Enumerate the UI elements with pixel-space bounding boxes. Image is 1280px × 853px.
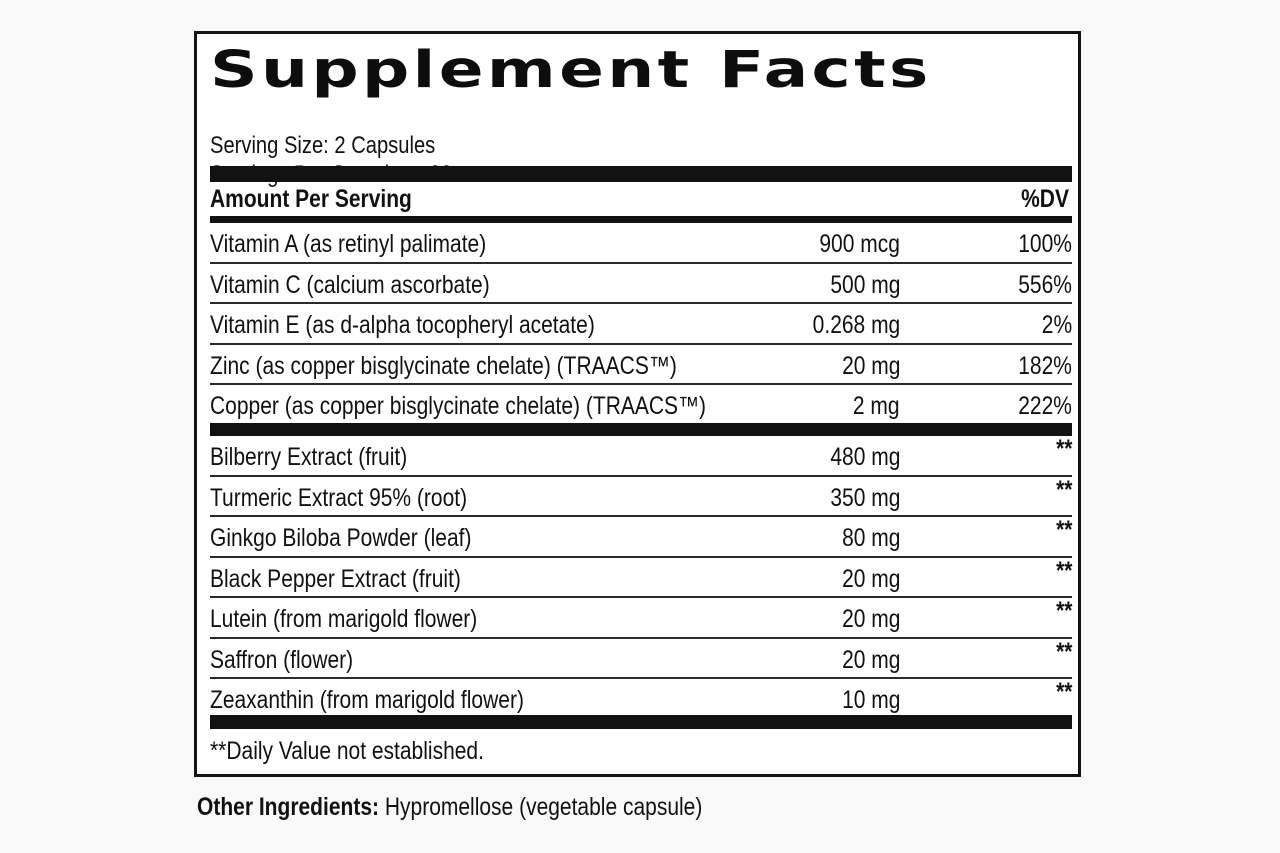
medium-divider	[210, 216, 1072, 223]
table-row: Vitamin C (calcium ascorbate) 500 mg 556…	[210, 264, 1072, 304]
thick-divider-bottom	[210, 715, 1072, 729]
table-row: Zeaxanthin (from marigold flower) 10 mg …	[210, 679, 1072, 718]
table-row: Turmeric Extract 95% (root) 350 mg **	[210, 475, 1072, 517]
ingredient-dv: **	[1055, 516, 1072, 544]
other-ingredients-value: Hypromellose (vegetable capsule)	[384, 793, 703, 821]
extract-rows: Bilberry Extract (fruit) 480 mg ** Turme…	[210, 436, 1072, 718]
ingredient-amount: 80 mg	[841, 524, 900, 552]
table-row: Zinc (as copper bisglycinate chelate) (T…	[210, 345, 1072, 385]
nutrient-dv: 182%	[1018, 351, 1072, 380]
ingredient-dv: **	[1055, 556, 1072, 585]
ingredient-name: Ginkgo Biloba Powder (leaf)	[210, 524, 472, 552]
header-amount-per-serving: Amount Per Serving	[210, 185, 412, 213]
nutrient-amount: 900 mcg	[819, 230, 900, 258]
nutrient-dv: 2%	[1041, 311, 1072, 339]
nutrient-amount: 20 mg	[841, 351, 900, 380]
serving-size: Serving Size: 2 Capsules	[210, 132, 436, 159]
ingredient-dv: **	[1055, 678, 1072, 706]
ingredient-name: Saffron (flower)	[210, 645, 354, 674]
table-row: Bilberry Extract (fruit) 480 mg **	[210, 436, 1072, 477]
table-row: Vitamin E (as d-alpha tocopheryl acetate…	[210, 304, 1072, 345]
nutrient-amount: 0.268 mg	[812, 311, 900, 339]
nutrient-name: Vitamin A (as retinyl palimate)	[210, 230, 487, 258]
nutrient-name: Vitamin E (as d-alpha tocopheryl acetate…	[210, 311, 595, 339]
ingredient-amount: 10 mg	[841, 686, 900, 714]
nutrient-dv: 222%	[1018, 392, 1072, 420]
ingredient-amount: 20 mg	[841, 645, 900, 674]
table-row: Black Pepper Extract (fruit) 20 mg **	[210, 556, 1072, 598]
nutrient-amount: 500 mg	[829, 270, 900, 299]
table-row: Lutein (from marigold flower) 20 mg **	[210, 598, 1072, 639]
nutrient-name: Vitamin C (calcium ascorbate)	[210, 270, 490, 299]
ingredient-dv: **	[1055, 475, 1072, 504]
ingredient-name: Black Pepper Extract (fruit)	[210, 564, 461, 593]
ingredient-amount: 350 mg	[829, 483, 900, 512]
ingredient-name: Bilberry Extract (fruit)	[210, 443, 408, 471]
ingredient-amount: 20 mg	[841, 564, 900, 593]
nutrient-dv: 556%	[1018, 270, 1072, 299]
table-row: Saffron (flower) 20 mg **	[210, 637, 1072, 679]
supplement-facts-panel: Supplement Facts Serving Size: 2 Capsule…	[194, 31, 1081, 777]
nutrient-name: Copper (as copper bisglycinate chelate) …	[210, 392, 707, 420]
ingredient-amount: 480 mg	[829, 443, 900, 471]
nutrient-name: Zinc (as copper bisglycinate chelate) (T…	[210, 351, 677, 380]
ingredient-name: Lutein (from marigold flower)	[210, 605, 478, 633]
thick-divider-middle	[210, 423, 1072, 436]
ingredient-dv: **	[1055, 637, 1072, 666]
ingredient-dv: **	[1055, 597, 1072, 625]
thick-divider-top	[210, 166, 1072, 182]
label-title: Supplement Facts	[210, 39, 932, 100]
table-row: Ginkgo Biloba Powder (leaf) 80 mg **	[210, 517, 1072, 558]
header-daily-value: %DV	[1021, 185, 1069, 213]
table-row: Vitamin A (as retinyl palimate) 900 mcg …	[210, 223, 1072, 264]
ingredient-dv: **	[1055, 435, 1072, 463]
daily-value-footnote: **Daily Value not established.	[210, 737, 484, 765]
ingredient-amount: 20 mg	[841, 605, 900, 633]
nutrient-amount: 2 mg	[853, 392, 900, 420]
nutrient-dv: 100%	[1018, 230, 1072, 258]
ingredient-name: Zeaxanthin (from marigold flower)	[210, 686, 524, 714]
table-row: Copper (as copper bisglycinate chelate) …	[210, 385, 1072, 424]
other-ingredients-label: Other Ingredients:	[197, 793, 380, 821]
vitamin-rows: Vitamin A (as retinyl palimate) 900 mcg …	[210, 223, 1072, 424]
ingredient-name: Turmeric Extract 95% (root)	[210, 483, 468, 512]
other-ingredients: Other Ingredients: Hypromellose (vegetab…	[197, 789, 702, 825]
